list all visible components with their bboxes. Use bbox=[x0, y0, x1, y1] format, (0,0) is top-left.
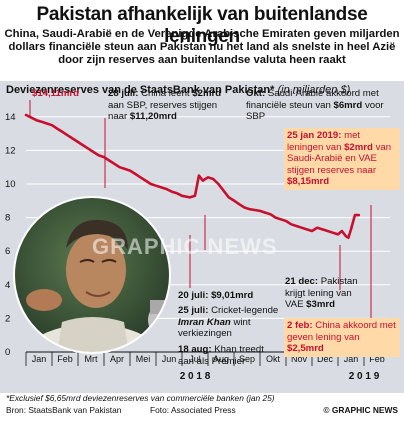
y-tick-label: 4 bbox=[5, 280, 10, 291]
annotation-2-feb: 2 feb: China akkoord met geven lening va… bbox=[284, 318, 400, 357]
footnote: *Exclusief $6,65mrd deviezenreserves van… bbox=[6, 393, 275, 403]
y-tick-label: 0 bbox=[5, 347, 10, 358]
series-line bbox=[24, 113, 361, 240]
x-tick-label: Nov bbox=[291, 354, 308, 364]
x-tick-label: Jan bbox=[344, 354, 359, 364]
source: Bron: StaatsBank van Pakistan bbox=[6, 405, 122, 415]
annotation-25-juli: 25 juli: Cricket-legende Imran Khan wint… bbox=[178, 305, 279, 339]
chart-title-text: Deviezenreserves van de StaatsBank van P… bbox=[6, 84, 275, 96]
x-tick-label: Jan bbox=[32, 354, 47, 364]
page-subtitle: China, Saudi-Arabië en de Verenigde Arab… bbox=[4, 28, 400, 67]
x-tick-label: Mei bbox=[136, 354, 151, 364]
y-tick-label: 12 bbox=[5, 145, 16, 156]
y-tick-label: 8 bbox=[5, 213, 10, 224]
brand-logo: © GRAPHIC NEWS bbox=[323, 405, 398, 415]
x-tick-label: Feb bbox=[57, 354, 73, 364]
x-tick-label: Mrt bbox=[85, 354, 98, 364]
x-tick-label: Apr bbox=[110, 354, 124, 364]
annotation-28-juli: 28 juli: China leent $2mrd aan SBP, rese… bbox=[108, 88, 222, 122]
chart-unit: (in miljarden $) bbox=[277, 84, 351, 96]
photo-frame bbox=[13, 196, 171, 354]
annotation-25-jan-2019: 25 jan 2019: met leningen van $2mrd van … bbox=[284, 128, 400, 190]
start-label: $14,11mrd bbox=[32, 88, 79, 99]
x-tick-label: Aug bbox=[213, 354, 229, 364]
annotation-okt: Okt: Saudi-Arabië akkoord met financiële… bbox=[246, 88, 384, 122]
y-tick-label: 14 bbox=[5, 112, 16, 123]
y-tick-label: 6 bbox=[5, 246, 10, 257]
chart-title: Deviezenreserves van de StaatsBank van P… bbox=[6, 84, 350, 96]
x-tick-label: Feb bbox=[369, 354, 385, 364]
annotation-18-aug: 18 aug: Khan treedt aan als Premier bbox=[178, 344, 264, 367]
x-tick-label: Okt bbox=[266, 354, 281, 364]
photo-credit: Foto: Associated Press bbox=[150, 405, 236, 415]
year-label-2019: 2 0 1 9 bbox=[349, 371, 380, 382]
x-tick-label: Jun bbox=[162, 354, 177, 364]
page-title: Pakistan afhankelijk van buitenlandse le… bbox=[36, 4, 368, 47]
year-label-2018: 2 0 1 8 bbox=[180, 371, 211, 382]
y-tick-label: 2 bbox=[5, 313, 10, 324]
x-tick-label: Sep bbox=[239, 354, 255, 364]
annotation-leaders bbox=[29, 100, 372, 331]
annotation-20-juli: 20 juli: $9,01mrd bbox=[178, 290, 254, 301]
y-tick-label: 10 bbox=[5, 179, 16, 190]
x-tick-label: Jul bbox=[189, 354, 201, 364]
annotation-21-dec: 21 dec: Pakistan krijgt lening van VAE $… bbox=[285, 276, 358, 310]
watermark: GRAPHIC NEWS bbox=[92, 234, 278, 259]
x-tick-label: Dec bbox=[317, 354, 334, 364]
